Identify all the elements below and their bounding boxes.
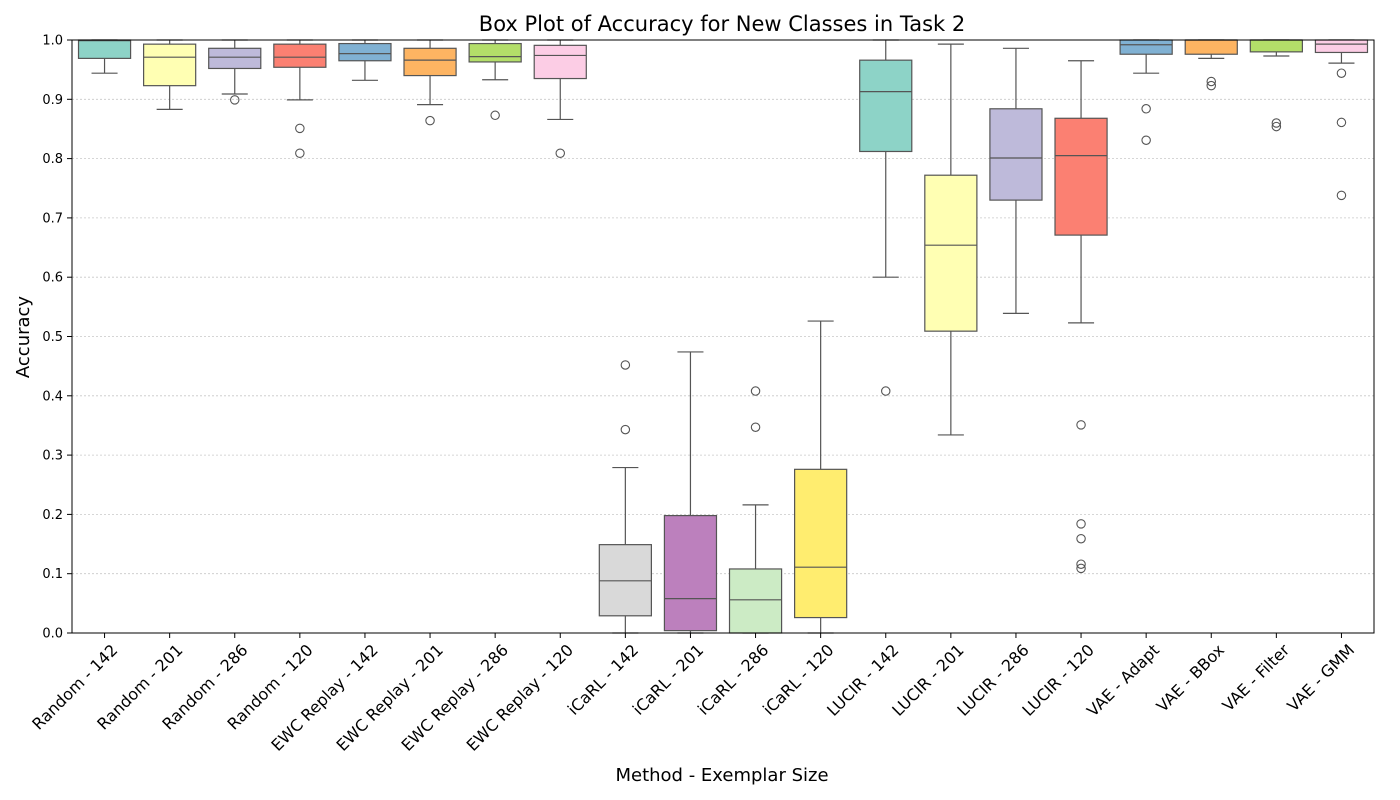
outlier-point (295, 123, 305, 134)
box-15 (1054, 60, 1108, 574)
y-tick-label: 0.3 (42, 449, 63, 464)
box-8 (598, 360, 652, 634)
iqr-box (533, 44, 587, 80)
outlier-point (230, 95, 240, 105)
box-5 (403, 39, 457, 126)
box-3 (273, 39, 327, 159)
outlier-point (880, 386, 891, 396)
iqr-box (924, 174, 978, 332)
y-tick-label: 0.9 (42, 93, 63, 108)
box-10 (728, 386, 783, 634)
iqr-box (77, 39, 132, 59)
y-tick-label: 0.1 (42, 567, 63, 582)
x-tick-label: EWC Replay - 286 (398, 640, 512, 754)
outlier-point (620, 424, 631, 435)
outlier-point (425, 115, 435, 126)
box-13 (924, 43, 978, 436)
box-14 (989, 47, 1043, 314)
x-tick-label: EWC Replay - 142 (267, 640, 381, 754)
y-tick-label: 1.0 (42, 34, 63, 49)
y-tick-label: 0.0 (42, 627, 63, 642)
plot-frame (71, 39, 1375, 634)
outlier-point (1336, 190, 1347, 201)
box-1 (143, 39, 197, 110)
outlier-point (1076, 519, 1086, 529)
box-11 (794, 320, 848, 634)
outlier-point (1076, 563, 1086, 574)
iqr-box (1314, 39, 1369, 54)
x-axis-label: Method - Exemplar Size (615, 765, 828, 786)
chart-title: Box Plot of Accuracy for New Classes in … (479, 12, 965, 36)
y-axis: 0.0 0.1 0.2 0.3 0.4 0.5 0.6 0.7 0.8 0.9 1.0 (42, 34, 72, 642)
grid-lines (72, 39, 1374, 634)
iqr-box (1119, 39, 1173, 55)
box-17 (1184, 39, 1238, 91)
outlier-point (1271, 121, 1282, 132)
y-tick-label: 0.4 (42, 389, 63, 404)
boxes (77, 39, 1369, 634)
y-tick-label: 0.2 (42, 508, 63, 523)
y-tick-label: 0.8 (42, 152, 63, 167)
y-tick-label: 0.6 (42, 271, 63, 286)
outlier-point (1336, 117, 1347, 128)
box-19 (1314, 39, 1369, 201)
iqr-box (468, 42, 522, 63)
iqr-box (1249, 39, 1303, 53)
x-tick-label: VAE - Filter (1219, 640, 1294, 715)
outlier-point (1336, 68, 1347, 78)
outlier-point (1141, 104, 1151, 114)
box-18 (1249, 39, 1303, 132)
iqr-box (143, 43, 197, 87)
box-9 (663, 351, 718, 634)
x-tick-label: EWC Replay - 201 (332, 640, 446, 754)
iqr-box (859, 59, 913, 153)
iqr-box (403, 47, 457, 77)
y-tick-label: 0.5 (42, 330, 63, 345)
outlier-point (1271, 118, 1282, 128)
box-16 (1119, 39, 1173, 145)
outlier-point (750, 386, 761, 396)
box-2 (208, 39, 262, 105)
outlier-point (555, 148, 565, 159)
iqr-box (989, 108, 1043, 201)
box-0 (77, 39, 132, 74)
outlier-point (1141, 135, 1151, 145)
outlier-point (1206, 80, 1217, 91)
x-tick-label: VAE - GMM (1283, 640, 1358, 715)
outlier-point (750, 422, 761, 432)
iqr-box (338, 42, 392, 62)
x-tick-label: VAE - BBox (1153, 640, 1228, 715)
box-4 (338, 39, 392, 81)
y-axis-label: Accuracy (13, 296, 34, 379)
box-7 (533, 39, 587, 159)
y-tick-label: 0.7 (42, 211, 63, 226)
outlier-point (1206, 76, 1217, 87)
iqr-box (1184, 39, 1238, 55)
box-6 (468, 39, 522, 121)
iqr-box (728, 568, 783, 634)
outlier-point (490, 110, 500, 121)
x-tick-label: EWC Replay - 120 (463, 640, 577, 754)
iqr-box (663, 514, 718, 632)
iqr-box (208, 47, 262, 70)
iqr-box (273, 43, 327, 68)
outlier-point (1076, 420, 1086, 430)
outlier-point (295, 148, 305, 159)
iqr-box (794, 468, 848, 619)
outlier-point (1076, 533, 1086, 544)
iqr-box (1054, 117, 1108, 236)
outlier-point (620, 360, 631, 370)
outlier-point (1076, 559, 1086, 569)
box-12 (859, 39, 913, 396)
